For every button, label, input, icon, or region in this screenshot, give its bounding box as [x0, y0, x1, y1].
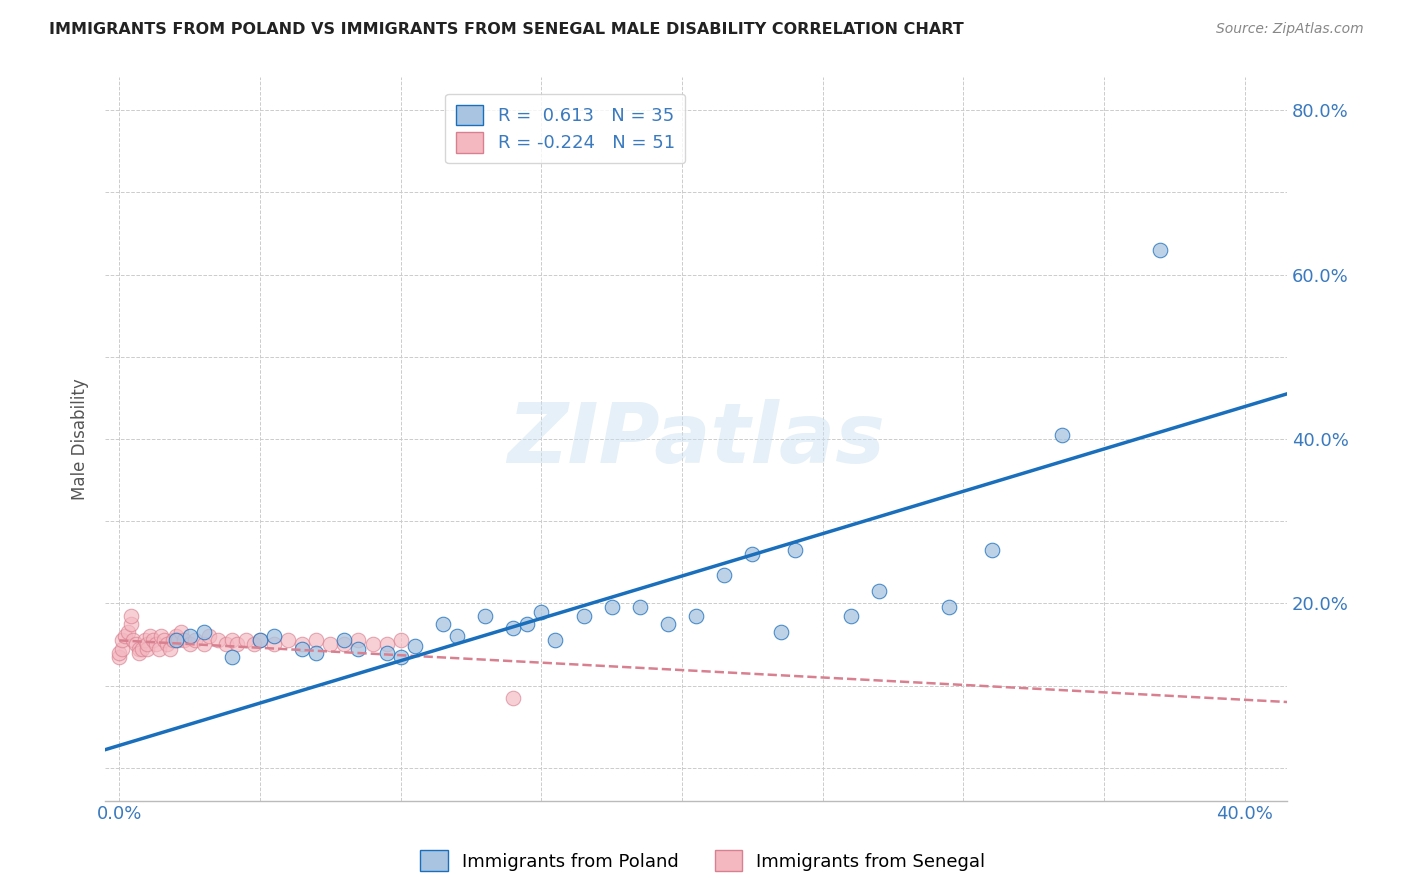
Text: ZIPatlas: ZIPatlas: [508, 399, 886, 480]
Y-axis label: Male Disability: Male Disability: [72, 378, 89, 500]
Point: [1149, 243, 1171, 257]
Point: [305, 646, 328, 660]
Point: [198, 629, 221, 643]
Point: [516, 616, 538, 631]
Point: [150, 629, 173, 643]
Point: [108, 649, 131, 664]
Point: [685, 608, 707, 623]
Point: [783, 543, 806, 558]
Point: [741, 547, 763, 561]
Point: [361, 638, 384, 652]
Point: [502, 690, 524, 705]
Point: [375, 646, 398, 660]
Point: [572, 608, 595, 623]
Point: [938, 600, 960, 615]
Point: [1050, 428, 1073, 442]
Point: [165, 629, 187, 643]
Point: [868, 584, 890, 599]
Point: [249, 633, 271, 648]
Point: [128, 641, 150, 656]
Point: [389, 633, 412, 648]
Point: [136, 641, 159, 656]
Point: [162, 633, 184, 648]
Point: [193, 625, 215, 640]
Point: [120, 608, 142, 623]
Legend: Immigrants from Poland, Immigrants from Senegal: Immigrants from Poland, Immigrants from …: [413, 843, 993, 879]
Point: [131, 641, 153, 656]
Point: [139, 629, 162, 643]
Point: [148, 641, 170, 656]
Point: [221, 633, 243, 648]
Point: [215, 638, 238, 652]
Point: [114, 629, 136, 643]
Point: [167, 633, 190, 648]
Point: [108, 646, 131, 660]
Point: [347, 633, 370, 648]
Point: [263, 638, 285, 652]
Point: [249, 633, 271, 648]
Legend: R =  0.613   N = 35, R = -0.224   N = 51: R = 0.613 N = 35, R = -0.224 N = 51: [446, 94, 686, 163]
Point: [145, 638, 167, 652]
Point: [179, 629, 201, 643]
Point: [122, 633, 145, 648]
Point: [277, 633, 299, 648]
Point: [226, 638, 249, 652]
Point: [117, 625, 139, 640]
Point: [134, 633, 156, 648]
Point: [207, 633, 229, 648]
Point: [305, 633, 328, 648]
Point: [474, 608, 496, 623]
Point: [111, 641, 134, 656]
Point: [319, 638, 342, 652]
Point: [404, 639, 426, 653]
Point: [980, 543, 1002, 558]
Point: [179, 638, 201, 652]
Point: [375, 638, 398, 652]
Point: [432, 616, 454, 631]
Point: [142, 633, 165, 648]
Point: [156, 638, 179, 652]
Point: [193, 638, 215, 652]
Point: [159, 641, 181, 656]
Point: [120, 616, 142, 631]
Point: [769, 625, 792, 640]
Point: [502, 621, 524, 635]
Point: [291, 638, 314, 652]
Point: [291, 641, 314, 656]
Point: [628, 600, 651, 615]
Point: [347, 641, 370, 656]
Point: [713, 567, 735, 582]
Point: [544, 633, 567, 648]
Point: [235, 633, 257, 648]
Point: [530, 605, 553, 619]
Text: Source: ZipAtlas.com: Source: ZipAtlas.com: [1216, 22, 1364, 37]
Point: [263, 629, 285, 643]
Point: [184, 633, 207, 648]
Point: [839, 608, 862, 623]
Text: IMMIGRANTS FROM POLAND VS IMMIGRANTS FROM SENEGAL MALE DISABILITY CORRELATION CH: IMMIGRANTS FROM POLAND VS IMMIGRANTS FRO…: [49, 22, 965, 37]
Point: [111, 633, 134, 648]
Point: [221, 649, 243, 664]
Point: [333, 633, 356, 648]
Point: [446, 629, 468, 643]
Point: [600, 600, 623, 615]
Point: [170, 625, 193, 640]
Point: [173, 633, 195, 648]
Point: [243, 638, 266, 652]
Point: [128, 646, 150, 660]
Point: [165, 633, 187, 648]
Point: [389, 649, 412, 664]
Point: [153, 633, 176, 648]
Point: [333, 638, 356, 652]
Point: [125, 638, 148, 652]
Point: [136, 638, 159, 652]
Point: [657, 616, 679, 631]
